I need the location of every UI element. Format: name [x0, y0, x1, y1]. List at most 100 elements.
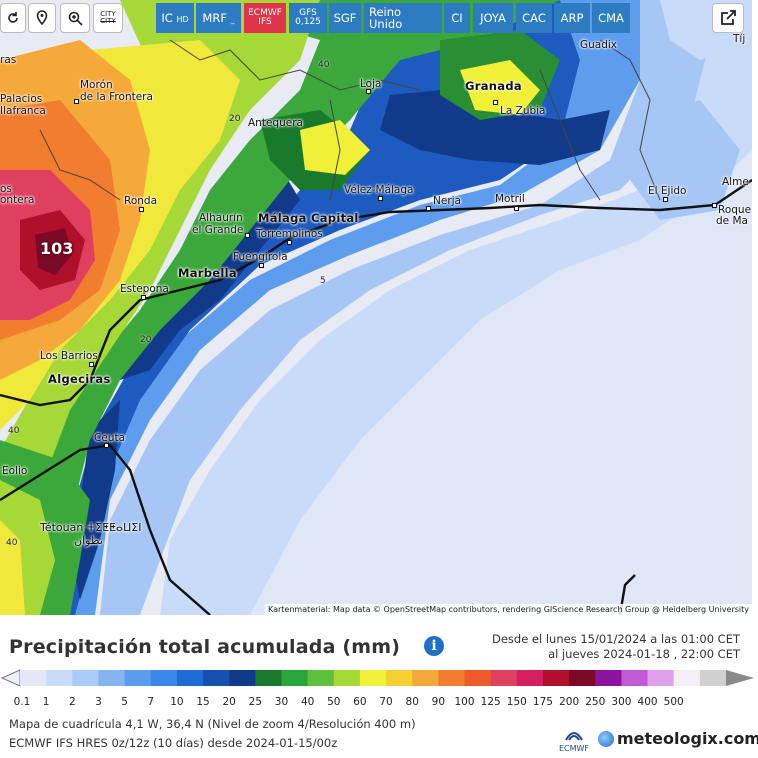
scale-tick-label: 3: [95, 696, 102, 708]
place-label: Torremolinos: [256, 228, 323, 240]
model-button-ic[interactable]: IC HD: [156, 3, 194, 33]
city-marker: [141, 295, 146, 300]
place-label: Antequera: [248, 117, 303, 129]
place-label: de Ma: [716, 215, 748, 227]
ecmwf-emblem-icon: [565, 732, 583, 741]
scale-swatch: [98, 670, 126, 686]
model-button-joya[interactable]: JOYA: [473, 3, 513, 33]
scale-tick-label: 15: [196, 696, 210, 708]
scale-tick-label: 100: [454, 696, 475, 708]
scale-swatch: [595, 670, 622, 686]
model-button-gfs[interactable]: GFS 0,125: [289, 3, 327, 33]
place-label: de la Frontera: [80, 91, 153, 103]
place-label: Tíj: [733, 33, 746, 45]
place-label: Roque: [718, 204, 752, 216]
scale-tick-label: 0.1: [13, 696, 31, 708]
map-attribution: Kartenmaterial: Map data © OpenStreetMap…: [264, 604, 752, 615]
place-label: ontera: [0, 194, 35, 206]
scale-tick-label: 20: [222, 696, 236, 708]
location-button[interactable]: [28, 3, 56, 33]
scale-swatch: [307, 670, 335, 686]
scale-swatch: [359, 670, 387, 686]
scale-swatch: [516, 670, 544, 686]
place-label: Tétouan ⵜⵉⵟⵟⴰⵡⵉⵏ: [40, 521, 142, 534]
precipitation-map[interactable]: CITY CITY IC HD MRF _ ECMWF IFS GFS 0,12…: [0, 0, 752, 615]
ecmwf-logo: ECMWF: [554, 730, 594, 754]
city-label-bottom: CITY: [100, 17, 116, 25]
city-marker: [139, 207, 144, 212]
zoom-button[interactable]: [60, 3, 90, 33]
model-button-cma[interactable]: CMA: [592, 3, 630, 33]
city-toggle-button[interactable]: CITY CITY: [93, 3, 123, 33]
model-button-mrf[interactable]: MRF _: [196, 3, 241, 33]
scale-tick-label: 175: [532, 696, 553, 708]
scale-tick-label: 250: [585, 696, 606, 708]
city-label-top: CITY: [100, 10, 116, 18]
place-label: Morón: [80, 79, 113, 91]
scale-swatch: [20, 670, 47, 686]
place-label: Guadix: [580, 39, 618, 51]
place-label: Loja: [360, 78, 382, 90]
model-gfs-sub: 0,125: [295, 17, 321, 27]
scale-swatch: [124, 670, 152, 686]
refresh-icon: [8, 12, 18, 23]
legend-title: Precipitación total acumulada (mm): [9, 636, 401, 658]
model-mrf-sub: _: [230, 14, 235, 24]
scale-tick-label: 125: [480, 696, 501, 708]
scale-tick-label: 10: [170, 696, 184, 708]
model-ci-label: CI: [451, 10, 463, 25]
scale-tick-label: 70: [379, 696, 393, 708]
scale-tick-label: 400: [637, 696, 658, 708]
contour-label: 20: [140, 335, 152, 345]
model-gfs-label: GFS: [299, 7, 317, 18]
place-label: Estepona: [120, 283, 169, 295]
scale-swatch: [542, 670, 570, 686]
zoom-in-icon: [68, 11, 83, 26]
scale-swatch: [673, 670, 701, 686]
scale-max-arrow: [726, 670, 754, 686]
place-label: تطوان: [74, 534, 103, 547]
model-reino-unido-label: Reino Unido: [369, 4, 403, 31]
model-button-reino-unido[interactable]: Reino Unido: [364, 3, 442, 33]
place-label: Ilafranca: [0, 105, 46, 117]
city-marker: [378, 196, 383, 201]
city-marker: [712, 203, 717, 208]
brand-logo[interactable]: meteologix.com: [598, 729, 758, 748]
share-button[interactable]: [712, 3, 744, 33]
model-cac-label: CAC: [522, 10, 546, 25]
city-marker: [366, 89, 371, 94]
place-label: Alhaurín: [199, 212, 243, 224]
scale-tick-label: 30: [274, 696, 289, 708]
city-marker: [493, 100, 498, 105]
scale-swatch: [386, 670, 413, 686]
place-label: Ceuta: [94, 432, 125, 444]
model-button-ci[interactable]: CI: [444, 3, 470, 33]
scale-tick-label: 50: [327, 696, 341, 708]
scale-swatch: [203, 670, 230, 686]
place-label: el Grande: [192, 224, 244, 236]
place-label: os: [0, 183, 12, 195]
scale-tick-label: 90: [431, 696, 446, 708]
contour-label: 40: [6, 538, 18, 548]
city-marker: [663, 197, 668, 202]
place-label: Ronda: [124, 195, 158, 207]
globe-icon: [598, 730, 614, 747]
share-icon: [721, 10, 736, 25]
city-marker: [74, 99, 79, 104]
model-ecmwf-label: ECMWF: [248, 7, 282, 18]
scale-swatch: [647, 670, 675, 686]
model-joya-label: JOYA: [480, 10, 506, 25]
place-label: Palacios: [0, 93, 43, 105]
scale-swatch: [464, 670, 492, 686]
scale-tick-label: 25: [248, 696, 263, 708]
scale-tick-label: 60: [353, 696, 367, 708]
model-button-ecmwf[interactable]: ECMWF IFS: [244, 3, 286, 33]
model-button-arp[interactable]: ARP: [554, 3, 590, 33]
info-icon[interactable]: i: [424, 636, 444, 656]
scale-swatch: [46, 670, 73, 686]
scale-swatch: [150, 670, 178, 686]
refresh-button[interactable]: [0, 3, 26, 33]
model-button-sgf[interactable]: SGF: [329, 3, 361, 33]
place-label: Marbella: [178, 266, 237, 280]
model-button-cac[interactable]: CAC: [516, 3, 552, 33]
